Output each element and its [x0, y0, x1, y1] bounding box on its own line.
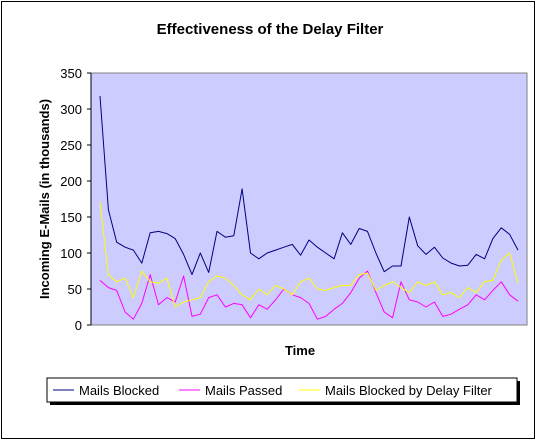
series-line-mails-blocked — [99, 95, 519, 276]
legend-items: Mails Blocked Mails Passed Mails Blocked b… — [53, 383, 493, 398]
y-tick-label: 200 — [60, 174, 82, 189]
legend-label: Mails Blocked by Delay Filter — [325, 383, 493, 398]
y-axis: 0 50 100 150 200 250 300 350 — [60, 66, 92, 333]
line-chart: Effectiveness of the Delay Filter 0 50 100… — [37, 21, 528, 405]
y-tick-label: 50 — [68, 282, 82, 297]
y-tick-label: 300 — [60, 102, 82, 117]
chart-title: Effectiveness of the Delay Filter — [157, 21, 384, 38]
legend: Mails Blocked Mails Passed Mails Blocked b… — [46, 377, 520, 405]
x-axis-label: Time — [285, 343, 315, 358]
y-axis-label: Incoming E-Mails (in thousands) — [37, 99, 52, 299]
y-tick-label: 0 — [75, 318, 82, 333]
legend-label: Mails Passed — [205, 383, 282, 398]
legend-box — [46, 377, 518, 403]
series-line-mails-passed — [99, 270, 519, 320]
chart-area: Effectiveness of the Delay Filter 0 50 100… — [1, 1, 535, 439]
legend-label: Mails Blocked — [79, 383, 159, 398]
y-tick-label: 100 — [60, 246, 82, 261]
y-tick-label: 250 — [60, 138, 82, 153]
y-tick-label: 350 — [60, 66, 82, 81]
series-line-mails-blocked-by-delay-filter — [99, 202, 519, 308]
y-tick-label: 150 — [60, 210, 82, 225]
plot-area — [90, 72, 528, 326]
series-lines — [99, 95, 519, 320]
